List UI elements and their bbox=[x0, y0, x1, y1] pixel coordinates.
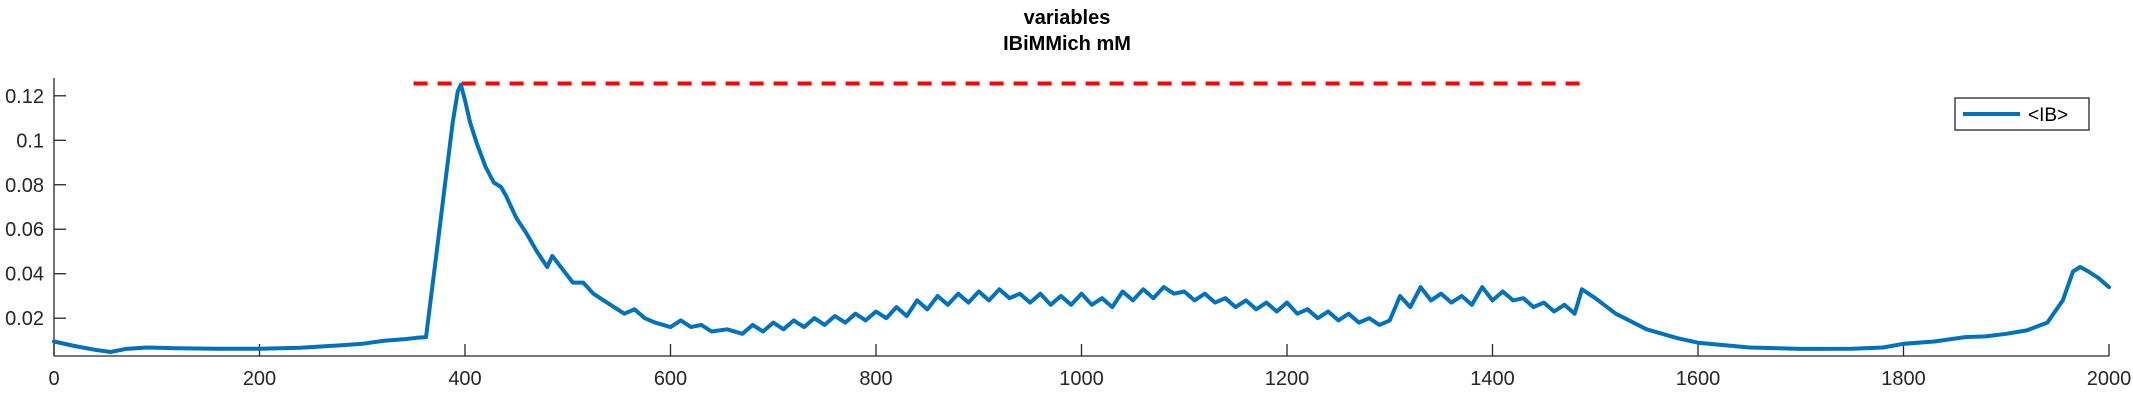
x-tick-label: 0 bbox=[48, 368, 59, 390]
series-line bbox=[52, 82, 2111, 354]
x-tick-label: 1600 bbox=[1676, 368, 1721, 390]
legend: <IB> bbox=[1954, 97, 2090, 131]
x-tick-label: 200 bbox=[243, 368, 276, 390]
y-tick-label: 0.06 bbox=[5, 219, 44, 241]
y-tick-label: 0.02 bbox=[5, 308, 44, 330]
axes: 0 200 400 600 800 1000 1200 1400 1600 1800 2000 0.0… bbox=[5, 78, 2131, 390]
x-tick-label: 1200 bbox=[1265, 368, 1310, 390]
x-tick-label: 2000 bbox=[2087, 368, 2132, 390]
x-tick-label: 400 bbox=[448, 368, 481, 390]
x-tick-label: 1800 bbox=[1881, 368, 1926, 390]
legend-label: <IB> bbox=[2028, 105, 2068, 126]
x-tick-label: 1400 bbox=[1470, 368, 1515, 390]
y-tick-label: 0.1 bbox=[16, 130, 44, 152]
chart-subtitle: IBiMMich mM bbox=[1003, 33, 1131, 55]
y-tick-label: 0.12 bbox=[5, 86, 44, 108]
y-tick-label: 0.04 bbox=[5, 264, 44, 286]
x-tick-label: 600 bbox=[654, 368, 687, 390]
chart-title: variables bbox=[1024, 7, 1111, 29]
y-tick-label: 0.08 bbox=[5, 175, 44, 197]
plot-area bbox=[52, 82, 2111, 354]
x-tick-label: 1000 bbox=[1059, 368, 1104, 390]
x-tick-label: 800 bbox=[859, 368, 892, 390]
